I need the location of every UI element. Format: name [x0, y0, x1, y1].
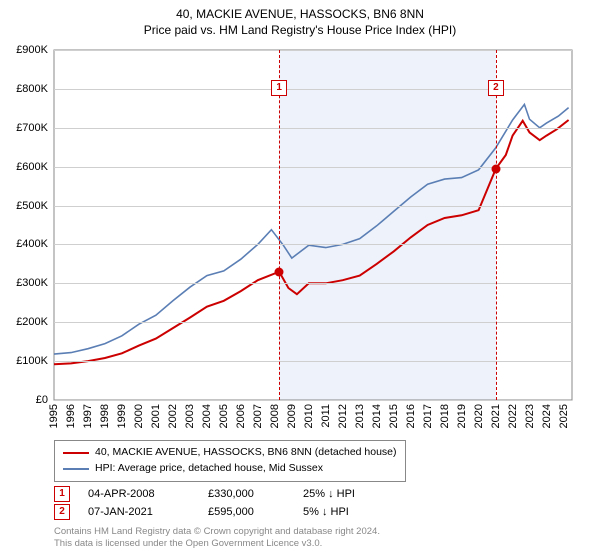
x-axis-label: 2021 [490, 404, 502, 428]
gridline [54, 128, 572, 129]
marker-number-box: 1 [271, 80, 287, 96]
footer: Contains HM Land Registry data © Crown c… [54, 526, 380, 550]
x-axis-label: 2023 [524, 404, 536, 428]
title-line2: Price paid vs. HM Land Registry's House … [0, 22, 600, 38]
x-axis-label: 1995 [48, 404, 60, 428]
x-axis-label: 2013 [354, 404, 366, 428]
transactions: 1 04-APR-2008 £330,000 25% ↓ HPI 2 07-JA… [54, 485, 413, 521]
marker-number-box: 2 [488, 80, 504, 96]
legend-row: HPI: Average price, detached house, Mid … [63, 461, 397, 477]
x-axis-label: 1999 [116, 404, 128, 428]
marker-line [279, 50, 280, 400]
y-axis-label: £900K [16, 44, 48, 56]
marker-dot [275, 267, 284, 276]
series-price_paid [54, 120, 569, 364]
transaction-row: 2 07-JAN-2021 £595,000 5% ↓ HPI [54, 503, 413, 521]
x-axis-label: 2022 [507, 404, 519, 428]
tx-pct: 5% ↓ HPI [303, 506, 413, 518]
gridline [54, 361, 572, 362]
legend-label: 40, MACKIE AVENUE, HASSOCKS, BN6 8NN (de… [95, 445, 397, 461]
x-axis-label: 2001 [150, 404, 162, 428]
footer-line: This data is licensed under the Open Gov… [54, 538, 380, 550]
x-axis-label: 2018 [439, 404, 451, 428]
y-axis-label: £600K [16, 161, 48, 173]
transaction-row: 1 04-APR-2008 £330,000 25% ↓ HPI [54, 485, 413, 503]
gridline [54, 322, 572, 323]
x-axis-label: 2007 [252, 404, 264, 428]
x-axis-label: 2014 [371, 404, 383, 428]
chart-svg [54, 50, 572, 400]
series-hpi [54, 104, 569, 354]
y-axis-label: £100K [16, 355, 48, 367]
x-axis-label: 2009 [286, 404, 298, 428]
x-axis-label: 2004 [201, 404, 213, 428]
marker-line [496, 50, 497, 400]
x-axis-label: 1998 [99, 404, 111, 428]
title-line1: 40, MACKIE AVENUE, HASSOCKS, BN6 8NN [0, 6, 600, 22]
x-axis-label: 2005 [218, 404, 230, 428]
legend-label: HPI: Average price, detached house, Mid … [95, 461, 323, 477]
tx-date: 04-APR-2008 [88, 488, 208, 500]
marker-num: 2 [54, 504, 70, 520]
x-axis-label: 1996 [65, 404, 77, 428]
y-axis-label: £300K [16, 277, 48, 289]
legend-swatch [63, 468, 89, 470]
x-axis-label: 2015 [388, 404, 400, 428]
footer-line: Contains HM Land Registry data © Crown c… [54, 526, 380, 538]
gridline [54, 206, 572, 207]
x-axis-label: 2025 [558, 404, 570, 428]
x-axis-label: 2012 [337, 404, 349, 428]
gridline [54, 283, 572, 284]
x-axis-label: 2019 [456, 404, 468, 428]
x-axis-label: 2010 [303, 404, 315, 428]
y-axis-label: £500K [16, 200, 48, 212]
y-axis-label: £700K [16, 122, 48, 134]
gridline [54, 400, 572, 401]
legend-swatch [63, 452, 89, 454]
chart-area: £0£100K£200K£300K£400K£500K£600K£700K£80… [54, 50, 572, 400]
x-axis-label: 2024 [541, 404, 553, 428]
marker-num: 1 [54, 486, 70, 502]
legend-row: 40, MACKIE AVENUE, HASSOCKS, BN6 8NN (de… [63, 445, 397, 461]
tx-pct: 25% ↓ HPI [303, 488, 413, 500]
x-axis-label: 2008 [269, 404, 281, 428]
y-axis-label: £0 [36, 394, 48, 406]
y-axis-label: £800K [16, 83, 48, 95]
x-axis-label: 2020 [473, 404, 485, 428]
marker-dot [491, 164, 500, 173]
tx-date: 07-JAN-2021 [88, 506, 208, 518]
tx-price: £595,000 [208, 506, 303, 518]
x-axis-label: 2003 [184, 404, 196, 428]
tx-price: £330,000 [208, 488, 303, 500]
legend: 40, MACKIE AVENUE, HASSOCKS, BN6 8NN (de… [54, 440, 406, 482]
x-axis-label: 2006 [235, 404, 247, 428]
gridline [54, 50, 572, 51]
x-axis-label: 2017 [422, 404, 434, 428]
x-axis-label: 2016 [405, 404, 417, 428]
x-axis-label: 2011 [320, 404, 332, 428]
x-axis-label: 1997 [82, 404, 94, 428]
chart-title: 40, MACKIE AVENUE, HASSOCKS, BN6 8NN Pri… [0, 0, 600, 38]
x-axis-label: 2000 [133, 404, 145, 428]
y-axis-label: £400K [16, 238, 48, 250]
gridline [54, 244, 572, 245]
x-axis-label: 2002 [167, 404, 179, 428]
y-axis-label: £200K [16, 316, 48, 328]
